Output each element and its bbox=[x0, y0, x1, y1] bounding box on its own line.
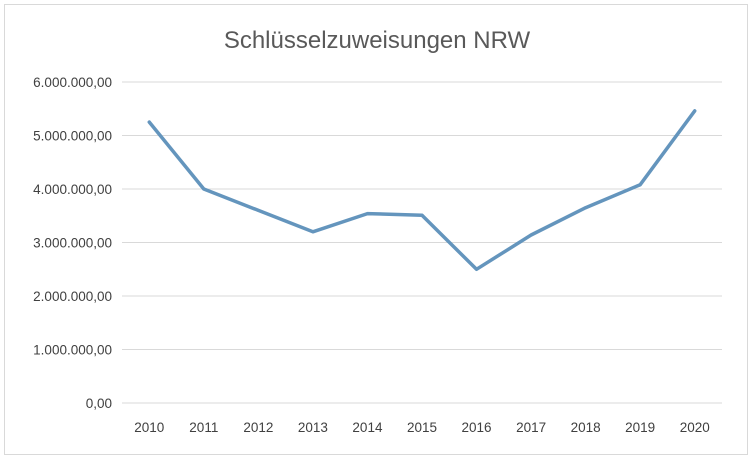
y-tick-label: 5.000.000,00 bbox=[33, 129, 112, 144]
x-axis-tick-labels: 2010 2011 2012 2013 2014 2015 2016 2017 2018 2019… bbox=[134, 420, 710, 435]
data-point-2014 bbox=[365, 212, 369, 216]
y-tick-label: 0,00 bbox=[86, 396, 112, 411]
data-point-2015 bbox=[420, 213, 424, 217]
data-point-2011 bbox=[202, 187, 206, 191]
chart-frame bbox=[4, 4, 748, 455]
x-tick-label: 2020 bbox=[680, 420, 710, 435]
x-tick-label: 2018 bbox=[571, 420, 601, 435]
chart-title: Schlüsselzuweisungen NRW bbox=[224, 27, 531, 54]
y-tick-label: 6.000.000,00 bbox=[33, 75, 112, 90]
x-tick-label: 2016 bbox=[462, 420, 492, 435]
data-point-2019 bbox=[638, 183, 642, 187]
x-tick-label: 2019 bbox=[625, 420, 655, 435]
data-point-2016 bbox=[475, 267, 479, 271]
data-point-2018 bbox=[584, 206, 588, 210]
x-tick-label: 2013 bbox=[298, 420, 328, 435]
x-tick-label: 2017 bbox=[516, 420, 546, 435]
x-tick-label: 2010 bbox=[134, 420, 164, 435]
y-tick-label: 2.000.000,00 bbox=[33, 289, 112, 304]
series-line-0 bbox=[147, 109, 697, 272]
x-tick-label: 2012 bbox=[243, 420, 273, 435]
data-point-2010 bbox=[147, 120, 151, 124]
data-point-2013 bbox=[311, 230, 315, 234]
x-tick-label: 2015 bbox=[407, 420, 437, 435]
data-point-2017 bbox=[529, 233, 533, 237]
gridlines bbox=[122, 81, 722, 404]
data-point-2012 bbox=[256, 208, 260, 212]
y-tick-label: 3.000.000,00 bbox=[33, 236, 112, 251]
data-point-2020 bbox=[693, 109, 697, 113]
x-tick-label: 2014 bbox=[352, 420, 383, 435]
y-axis-tick-labels: 0,00 1.000.000,00 2.000.000,00 3.000.000,00… bbox=[33, 75, 112, 411]
x-tick-label: 2011 bbox=[189, 420, 218, 435]
series-layer bbox=[147, 109, 697, 272]
y-tick-label: 4.000.000,00 bbox=[33, 182, 112, 197]
y-tick-label: 1.000.000,00 bbox=[33, 343, 112, 358]
